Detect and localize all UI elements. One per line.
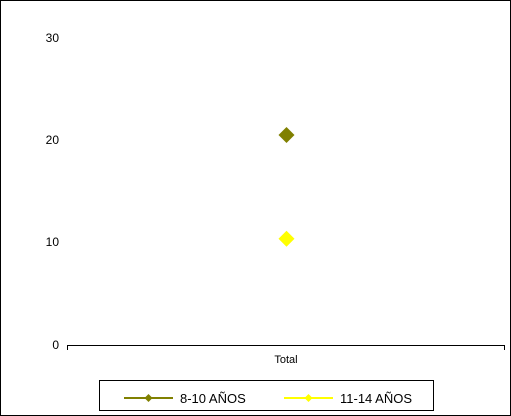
legend-marker-11-14: [304, 394, 313, 402]
legend-marker-8-10: [144, 394, 153, 402]
data-point-series-2: [278, 230, 295, 247]
y-tick-label: 20: [46, 133, 60, 147]
data-markers: [278, 127, 295, 247]
y-tick-label: 0: [52, 338, 59, 352]
y-tick-label: 30: [46, 31, 60, 45]
legend: [99, 380, 434, 411]
y-axis-ticks: 30 20 10 0: [46, 31, 60, 352]
y-tick-label: 10: [46, 235, 60, 249]
legend-label-11-14: 11-14 AÑOS: [340, 391, 412, 406]
legend-label-8-10: 8-10 AÑOS: [180, 391, 246, 406]
x-category-label: Total: [274, 354, 297, 366]
data-point-series-1: [278, 127, 295, 144]
